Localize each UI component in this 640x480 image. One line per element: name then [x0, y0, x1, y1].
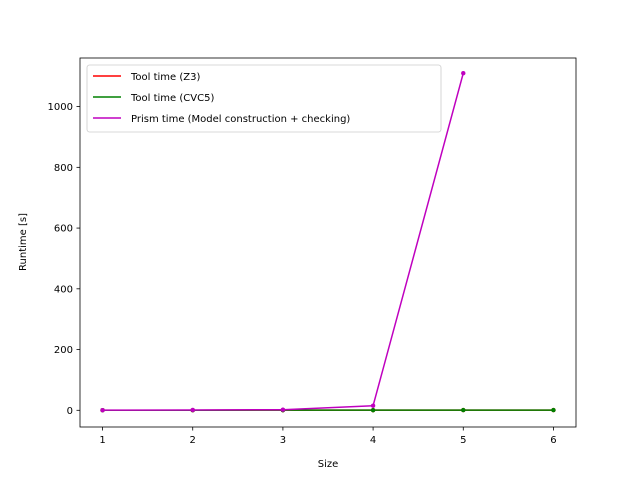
x-tick-label-3: 4 [370, 435, 376, 446]
series-2-point-4 [461, 70, 466, 76]
series-2-point-0 [100, 407, 105, 413]
series-1-point-3 [370, 407, 376, 413]
series-2-point-1 [190, 407, 195, 413]
plot-area [100, 70, 556, 413]
legend: Tool time (Z3) Tool time (CVC5) Prism time… [86, 64, 442, 133]
y-tick-label-1: 200 [54, 345, 73, 356]
legend-label-0: Tool time (Z3) [130, 72, 200, 83]
x-axis-label: Size [318, 459, 339, 470]
x-tick-label-2: 3 [280, 435, 286, 446]
x-tick-label-5: 6 [550, 435, 556, 446]
legend-label-1: Tool time (CVC5) [130, 93, 214, 104]
x-tick-label-0: 1 [99, 435, 105, 446]
y-tick-label-5: 1000 [48, 102, 73, 113]
x-tick-label-4: 5 [460, 435, 466, 446]
axes: 1 2 3 4 5 6 0 200 400 600 800 1000 [48, 57, 577, 446]
y-tick-label-0: 0 [67, 406, 73, 417]
series-1-point-5 [551, 407, 556, 413]
x-tick-label-1: 2 [190, 435, 196, 446]
series-2-point-3 [370, 403, 376, 408]
y-tick-label-4: 800 [54, 163, 73, 174]
legend-box [86, 64, 442, 133]
series-1-point-4 [461, 407, 466, 413]
y-tick-label-2: 400 [54, 284, 73, 295]
y-tick-label-3: 600 [54, 224, 73, 235]
axes-frame [79, 57, 577, 428]
legend-label-2: Prism time (Model construction + checkin… [131, 114, 350, 125]
y-axis-label: Runtime [s] [18, 213, 29, 271]
series-2-point-2 [280, 407, 286, 412]
